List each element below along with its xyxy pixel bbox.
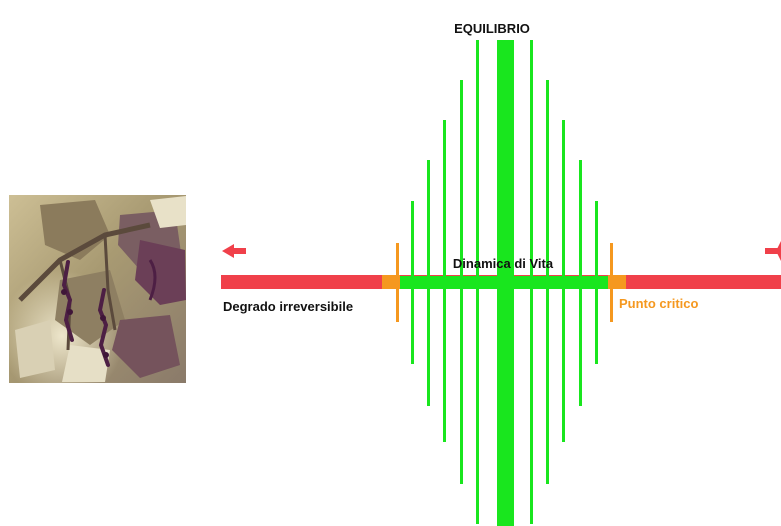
oscillation-bars: [411, 40, 598, 524]
equilibrium-label: EQUILIBRIO: [454, 21, 530, 36]
left-critical-zone: [382, 275, 400, 289]
left-arrow-icon: [222, 244, 246, 258]
equilibrium-axis: [497, 40, 514, 526]
critical-point-label: Punto critico: [619, 296, 699, 311]
right-critical-marker: [610, 243, 613, 322]
left-critical-marker: [396, 243, 399, 322]
life-dynamics-label: Dinamica di Vita: [453, 256, 554, 271]
vine-photo: [9, 195, 186, 383]
irreversible-degradation-label: Degrado irreversibile: [223, 299, 353, 314]
right-arrow-icon: [765, 241, 781, 261]
